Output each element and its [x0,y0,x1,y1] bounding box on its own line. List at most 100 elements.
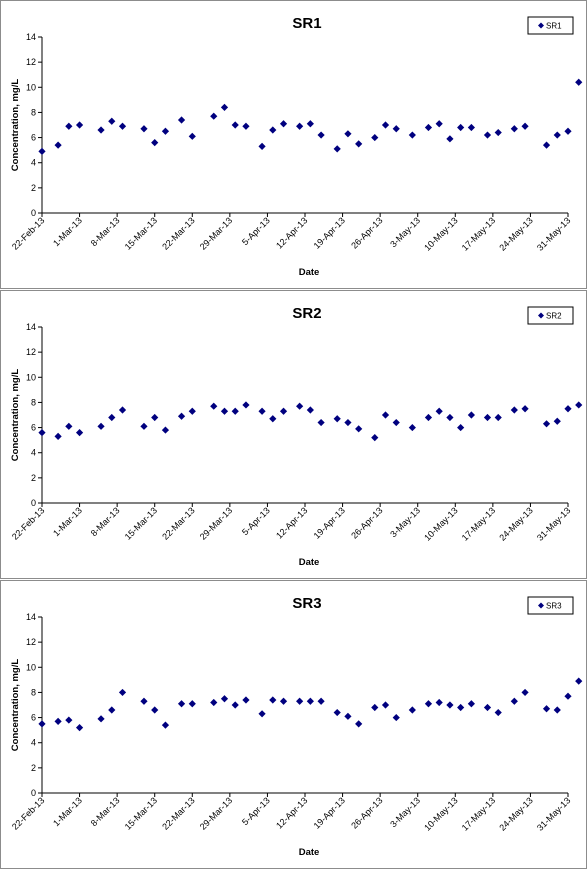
y-axis-title: Concentration, mg/L [10,79,21,172]
data-point [118,122,127,130]
legend: SR1 [527,16,574,35]
legend-label: SR1 [546,22,562,31]
data-point [392,125,400,133]
y-tick-label: 10 [26,662,36,672]
data-point [564,405,572,413]
data-point [242,122,250,130]
y-axis-title: Concentration, mg/L [10,369,21,462]
data-point [279,120,288,128]
data-point [510,125,518,133]
data-point [210,112,218,120]
y-tick-label: 2 [31,763,36,773]
chart-title: SR2 [292,305,321,322]
data-point [381,701,390,709]
data-point [306,406,314,414]
y-tick-label: 8 [31,397,36,407]
data-point [435,698,443,707]
data-point [510,406,518,414]
y-tick-label: 4 [31,448,36,458]
data-point [446,413,454,422]
y-axis-title: Concentration, mg/L [10,659,21,752]
data-point [553,706,561,714]
data-point [269,415,277,423]
data-point [494,128,502,137]
data-point [435,120,443,128]
data-point [269,126,277,134]
chart-area-border [0,580,587,869]
data-point [483,131,492,139]
data-point [296,122,304,130]
y-tick-label: 10 [26,372,36,382]
y-tick-label: 14 [26,612,36,622]
data-point [494,413,502,422]
y-tick-label: 6 [31,133,36,143]
legend-box [527,16,574,35]
data-point [177,412,186,420]
data-point [220,407,229,415]
data-point [108,413,116,422]
data-point [457,703,465,712]
data-point [371,703,379,712]
legend-label: SR3 [546,602,562,611]
data-point [188,700,196,708]
legend-marker [538,312,544,319]
data-point [151,413,159,422]
data-point [371,434,379,442]
data-point [564,692,572,700]
legend: SR2 [527,306,574,325]
data-point [333,415,341,423]
data-point [296,402,304,410]
data-point [269,696,277,704]
data-point [306,120,314,128]
data-point [553,131,561,139]
data-point [177,116,186,124]
y-tick-label: 8 [31,107,36,117]
legend-marker [538,22,544,29]
data-point [483,703,492,712]
y-tick-label: 4 [31,158,36,168]
data-point [65,122,73,130]
data-point [542,420,551,428]
chart-title: SR1 [292,15,321,32]
data-point [467,700,475,708]
y-tick-label: 6 [31,713,36,723]
y-tick-label: 14 [26,322,36,332]
data-point [457,123,465,132]
data-point [54,141,62,149]
data-point [140,125,148,133]
data-point [408,131,416,139]
y-tick-label: 4 [31,738,36,748]
y-tick-label: 2 [31,183,36,193]
data-point [188,407,196,415]
data-point [75,724,84,732]
y-tick-label: 10 [26,82,36,92]
data-point [467,411,475,419]
data-point [177,700,186,708]
data-point [161,127,170,135]
data-point [446,701,454,709]
data-point [542,705,551,713]
y-tick-label: 14 [26,32,36,42]
data-point [371,133,379,142]
legend-label: SR2 [546,312,562,321]
y-tick-label: 8 [31,687,36,697]
y-tick-label: 0 [31,208,36,218]
data-point [258,407,266,415]
data-point [483,413,492,422]
data-point [75,121,84,129]
chart-area-border [0,0,587,289]
data-point [424,123,433,132]
data-point [344,418,352,427]
data-point [333,708,341,717]
data-point [231,121,239,129]
data-point [355,140,363,148]
data-point [392,418,400,427]
data-point [75,429,84,437]
chart-title: SR3 [292,595,321,612]
data-point [220,103,229,111]
data-point [392,713,400,722]
data-point [38,147,46,155]
